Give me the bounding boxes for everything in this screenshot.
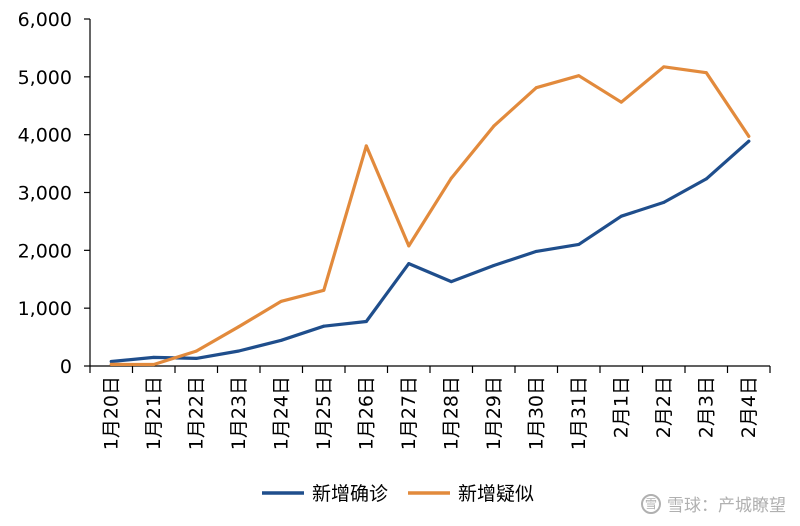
data-point bbox=[492, 264, 496, 268]
legend: 新增确诊 新增疑似 bbox=[262, 483, 534, 505]
x-tick-label: 1月31日 bbox=[568, 376, 590, 450]
data-point bbox=[194, 356, 198, 360]
data-point bbox=[109, 360, 113, 364]
watermark-text: 雪球：产城瞭望 bbox=[667, 496, 786, 516]
x-tick-label: 1月27日 bbox=[398, 376, 420, 450]
y-tick-label: 6,000 bbox=[18, 9, 72, 31]
y-axis-ticks: 0 1,000 2,000 3,000 4,000 5,000 6,000 bbox=[18, 9, 90, 378]
data-point bbox=[364, 320, 368, 324]
data-point bbox=[747, 134, 751, 138]
x-axis-ticks: 1月20日 1月21日 1月22日 1月23日 1月24日 1月25日 1月26日 1月27日… bbox=[89, 366, 771, 450]
data-point bbox=[619, 100, 623, 104]
data-point bbox=[322, 288, 326, 292]
data-point bbox=[492, 124, 496, 128]
data-point bbox=[747, 139, 751, 143]
data-point bbox=[152, 355, 156, 359]
y-tick-label: 0 bbox=[60, 356, 72, 378]
x-tick-label: 1月30日 bbox=[525, 376, 547, 450]
data-point bbox=[364, 144, 368, 148]
data-point bbox=[619, 214, 623, 218]
data-point bbox=[152, 362, 156, 366]
data-point bbox=[662, 65, 666, 69]
data-point bbox=[577, 74, 581, 78]
data-point bbox=[449, 280, 453, 284]
x-tick-label: 2月4日 bbox=[738, 376, 760, 438]
series-line-0 bbox=[109, 139, 751, 364]
x-tick-label: 1月28日 bbox=[440, 376, 462, 450]
data-point bbox=[704, 71, 708, 75]
x-tick-label: 2月2日 bbox=[653, 376, 675, 438]
data-point bbox=[449, 176, 453, 180]
x-tick-label: 1月29日 bbox=[483, 376, 505, 450]
chart-axes bbox=[89, 19, 770, 367]
data-point bbox=[534, 249, 538, 253]
x-tick-label: 2月3日 bbox=[695, 376, 717, 438]
series-lines bbox=[109, 65, 751, 367]
x-tick-label: 1月21日 bbox=[143, 376, 165, 450]
x-tick-label: 1月24日 bbox=[270, 376, 292, 450]
y-tick-label: 5,000 bbox=[18, 67, 72, 89]
data-point bbox=[237, 349, 241, 353]
data-point bbox=[109, 362, 113, 366]
watermark: 雪 雪球：产城瞭望 bbox=[641, 491, 786, 516]
data-point bbox=[279, 338, 283, 342]
x-tick-label: 1月20日 bbox=[100, 376, 122, 450]
y-tick-label: 1,000 bbox=[18, 298, 72, 320]
data-point bbox=[534, 86, 538, 90]
x-tick-label: 1月25日 bbox=[313, 376, 335, 450]
data-point bbox=[577, 242, 581, 246]
data-point bbox=[322, 324, 326, 328]
data-point bbox=[662, 200, 666, 204]
x-tick-label: 1月22日 bbox=[185, 376, 207, 450]
x-tick-label: 1月26日 bbox=[355, 376, 377, 450]
y-tick-label: 4,000 bbox=[18, 125, 72, 147]
data-point bbox=[279, 299, 283, 303]
y-tick-label: 3,000 bbox=[18, 183, 72, 205]
y-tick-label: 2,000 bbox=[18, 240, 72, 262]
data-point bbox=[237, 325, 241, 329]
snowball-logo-icon: 雪 bbox=[641, 493, 661, 514]
x-tick-label: 2月1日 bbox=[610, 376, 632, 438]
data-point bbox=[704, 177, 708, 181]
data-point bbox=[194, 349, 198, 353]
data-point bbox=[407, 244, 411, 248]
legend-label: 新增疑似 bbox=[458, 483, 534, 505]
data-point bbox=[407, 262, 411, 266]
legend-label: 新增确诊 bbox=[312, 483, 388, 505]
series-line-1 bbox=[109, 65, 751, 367]
x-tick-label: 1月23日 bbox=[228, 376, 250, 450]
